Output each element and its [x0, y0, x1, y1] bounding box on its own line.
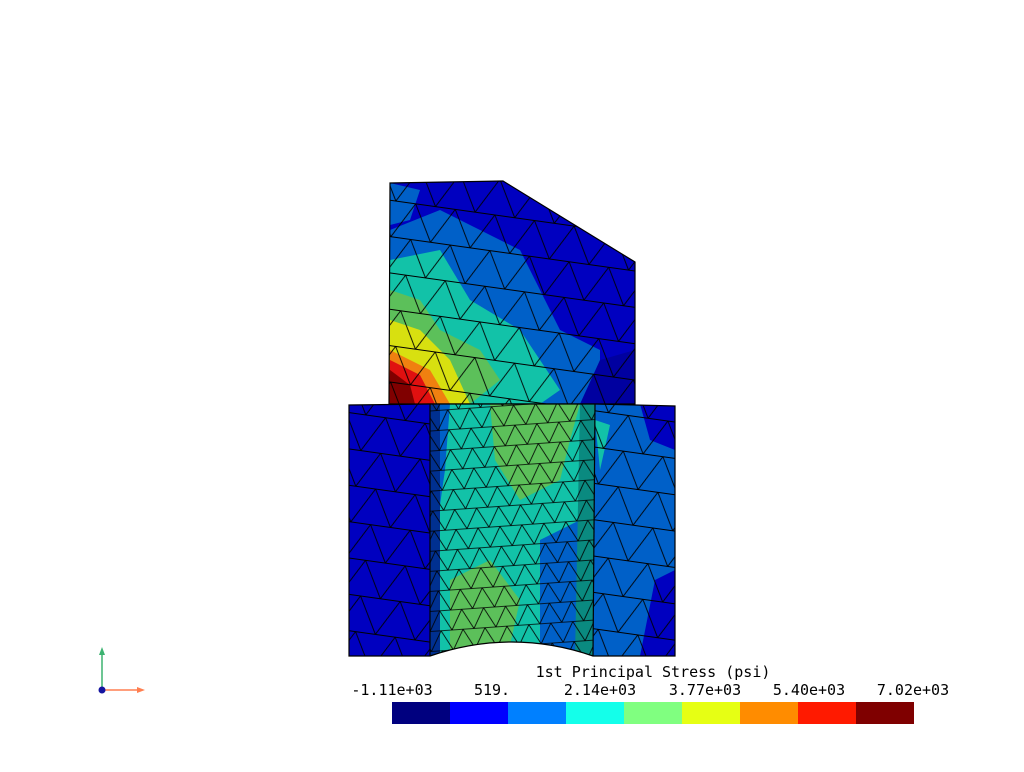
tick-label: 5.40e+03 — [772, 681, 846, 699]
lower-left-face — [349, 404, 430, 656]
bore-surface — [430, 404, 595, 656]
tick-label: 7.02e+03 — [876, 681, 950, 699]
tick-label: 3.77e+03 — [668, 681, 742, 699]
color-legend-bar — [392, 702, 914, 724]
tick-label: 2.14e+03 — [563, 681, 637, 699]
lower-right-face — [593, 404, 675, 656]
legend-swatch — [798, 702, 856, 724]
tick-label: -1.11e+03 — [351, 681, 433, 699]
legend-swatch — [856, 702, 914, 724]
tick-label: 519. — [473, 681, 511, 699]
legend-swatch — [566, 702, 624, 724]
legend-swatch — [624, 702, 682, 724]
upper-block — [389, 181, 635, 404]
legend-swatch — [450, 702, 508, 724]
legend-title: 1st Principal Stress (psi) — [535, 663, 771, 681]
legend-swatch — [508, 702, 566, 724]
legend-tick-labels: -1.11e+03 519. 2.14e+03 3.77e+03 5.40e+0… — [0, 681, 1024, 701]
axis-triad-icon — [98, 647, 145, 694]
legend-swatch — [682, 702, 740, 724]
axis-triad — [90, 640, 160, 700]
legend-swatch — [740, 702, 798, 724]
legend-swatch — [392, 702, 450, 724]
